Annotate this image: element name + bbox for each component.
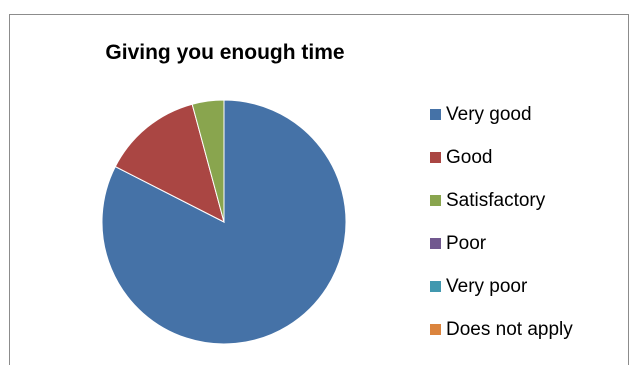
legend-swatch (430, 109, 441, 120)
pie-slices (101, 99, 347, 345)
legend-item: Good (430, 136, 573, 179)
legend-label: Good (446, 146, 493, 168)
legend-swatch (430, 152, 441, 163)
legend-swatch (430, 281, 441, 292)
legend-item: Very poor (430, 265, 573, 308)
legend-label: Satisfactory (446, 189, 546, 211)
legend-swatch (430, 324, 441, 335)
legend-label: Very poor (446, 275, 528, 297)
legend-swatch (430, 238, 441, 249)
legend-item: Satisfactory (430, 179, 573, 222)
legend-item: Does not apply (430, 308, 573, 351)
legend-label: Very good (446, 103, 532, 125)
chart-area: Giving you enough time Very good Good Sati… (9, 14, 629, 365)
legend-swatch (430, 195, 441, 206)
legend-item: Very good (430, 93, 573, 136)
pie-chart (101, 99, 347, 345)
chart-legend: Very good Good Satisfactory Poor Very poor Do… (430, 93, 573, 351)
legend-item: Poor (430, 222, 573, 265)
pie-slice-satisfactory (191, 99, 225, 223)
legend-label: Poor (446, 232, 487, 254)
legend-label: Does not apply (446, 318, 573, 340)
pie-slice-good (114, 103, 225, 223)
chart-title: Giving you enough time (105, 41, 345, 64)
